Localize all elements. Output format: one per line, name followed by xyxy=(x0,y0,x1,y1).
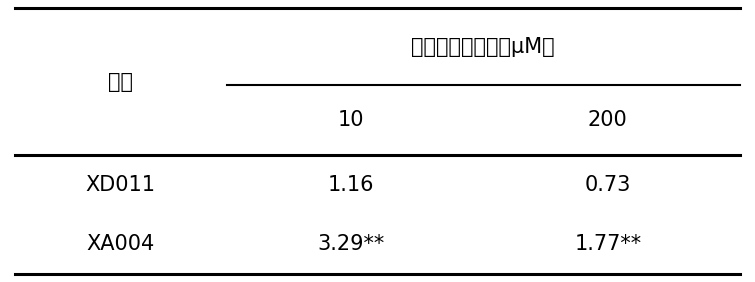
Text: 不同镖处理水平（μM）: 不同镖处理水平（μM） xyxy=(411,37,555,56)
Text: 0.73: 0.73 xyxy=(584,175,631,195)
Text: 1.77**: 1.77** xyxy=(575,234,641,254)
Text: 200: 200 xyxy=(588,110,627,130)
Text: 3.29**: 3.29** xyxy=(317,234,385,254)
Text: 1.16: 1.16 xyxy=(328,175,374,195)
Text: XD011: XD011 xyxy=(86,175,156,195)
Text: 品种: 品种 xyxy=(108,72,134,92)
Text: XA004: XA004 xyxy=(87,234,155,254)
Text: 10: 10 xyxy=(337,110,365,130)
